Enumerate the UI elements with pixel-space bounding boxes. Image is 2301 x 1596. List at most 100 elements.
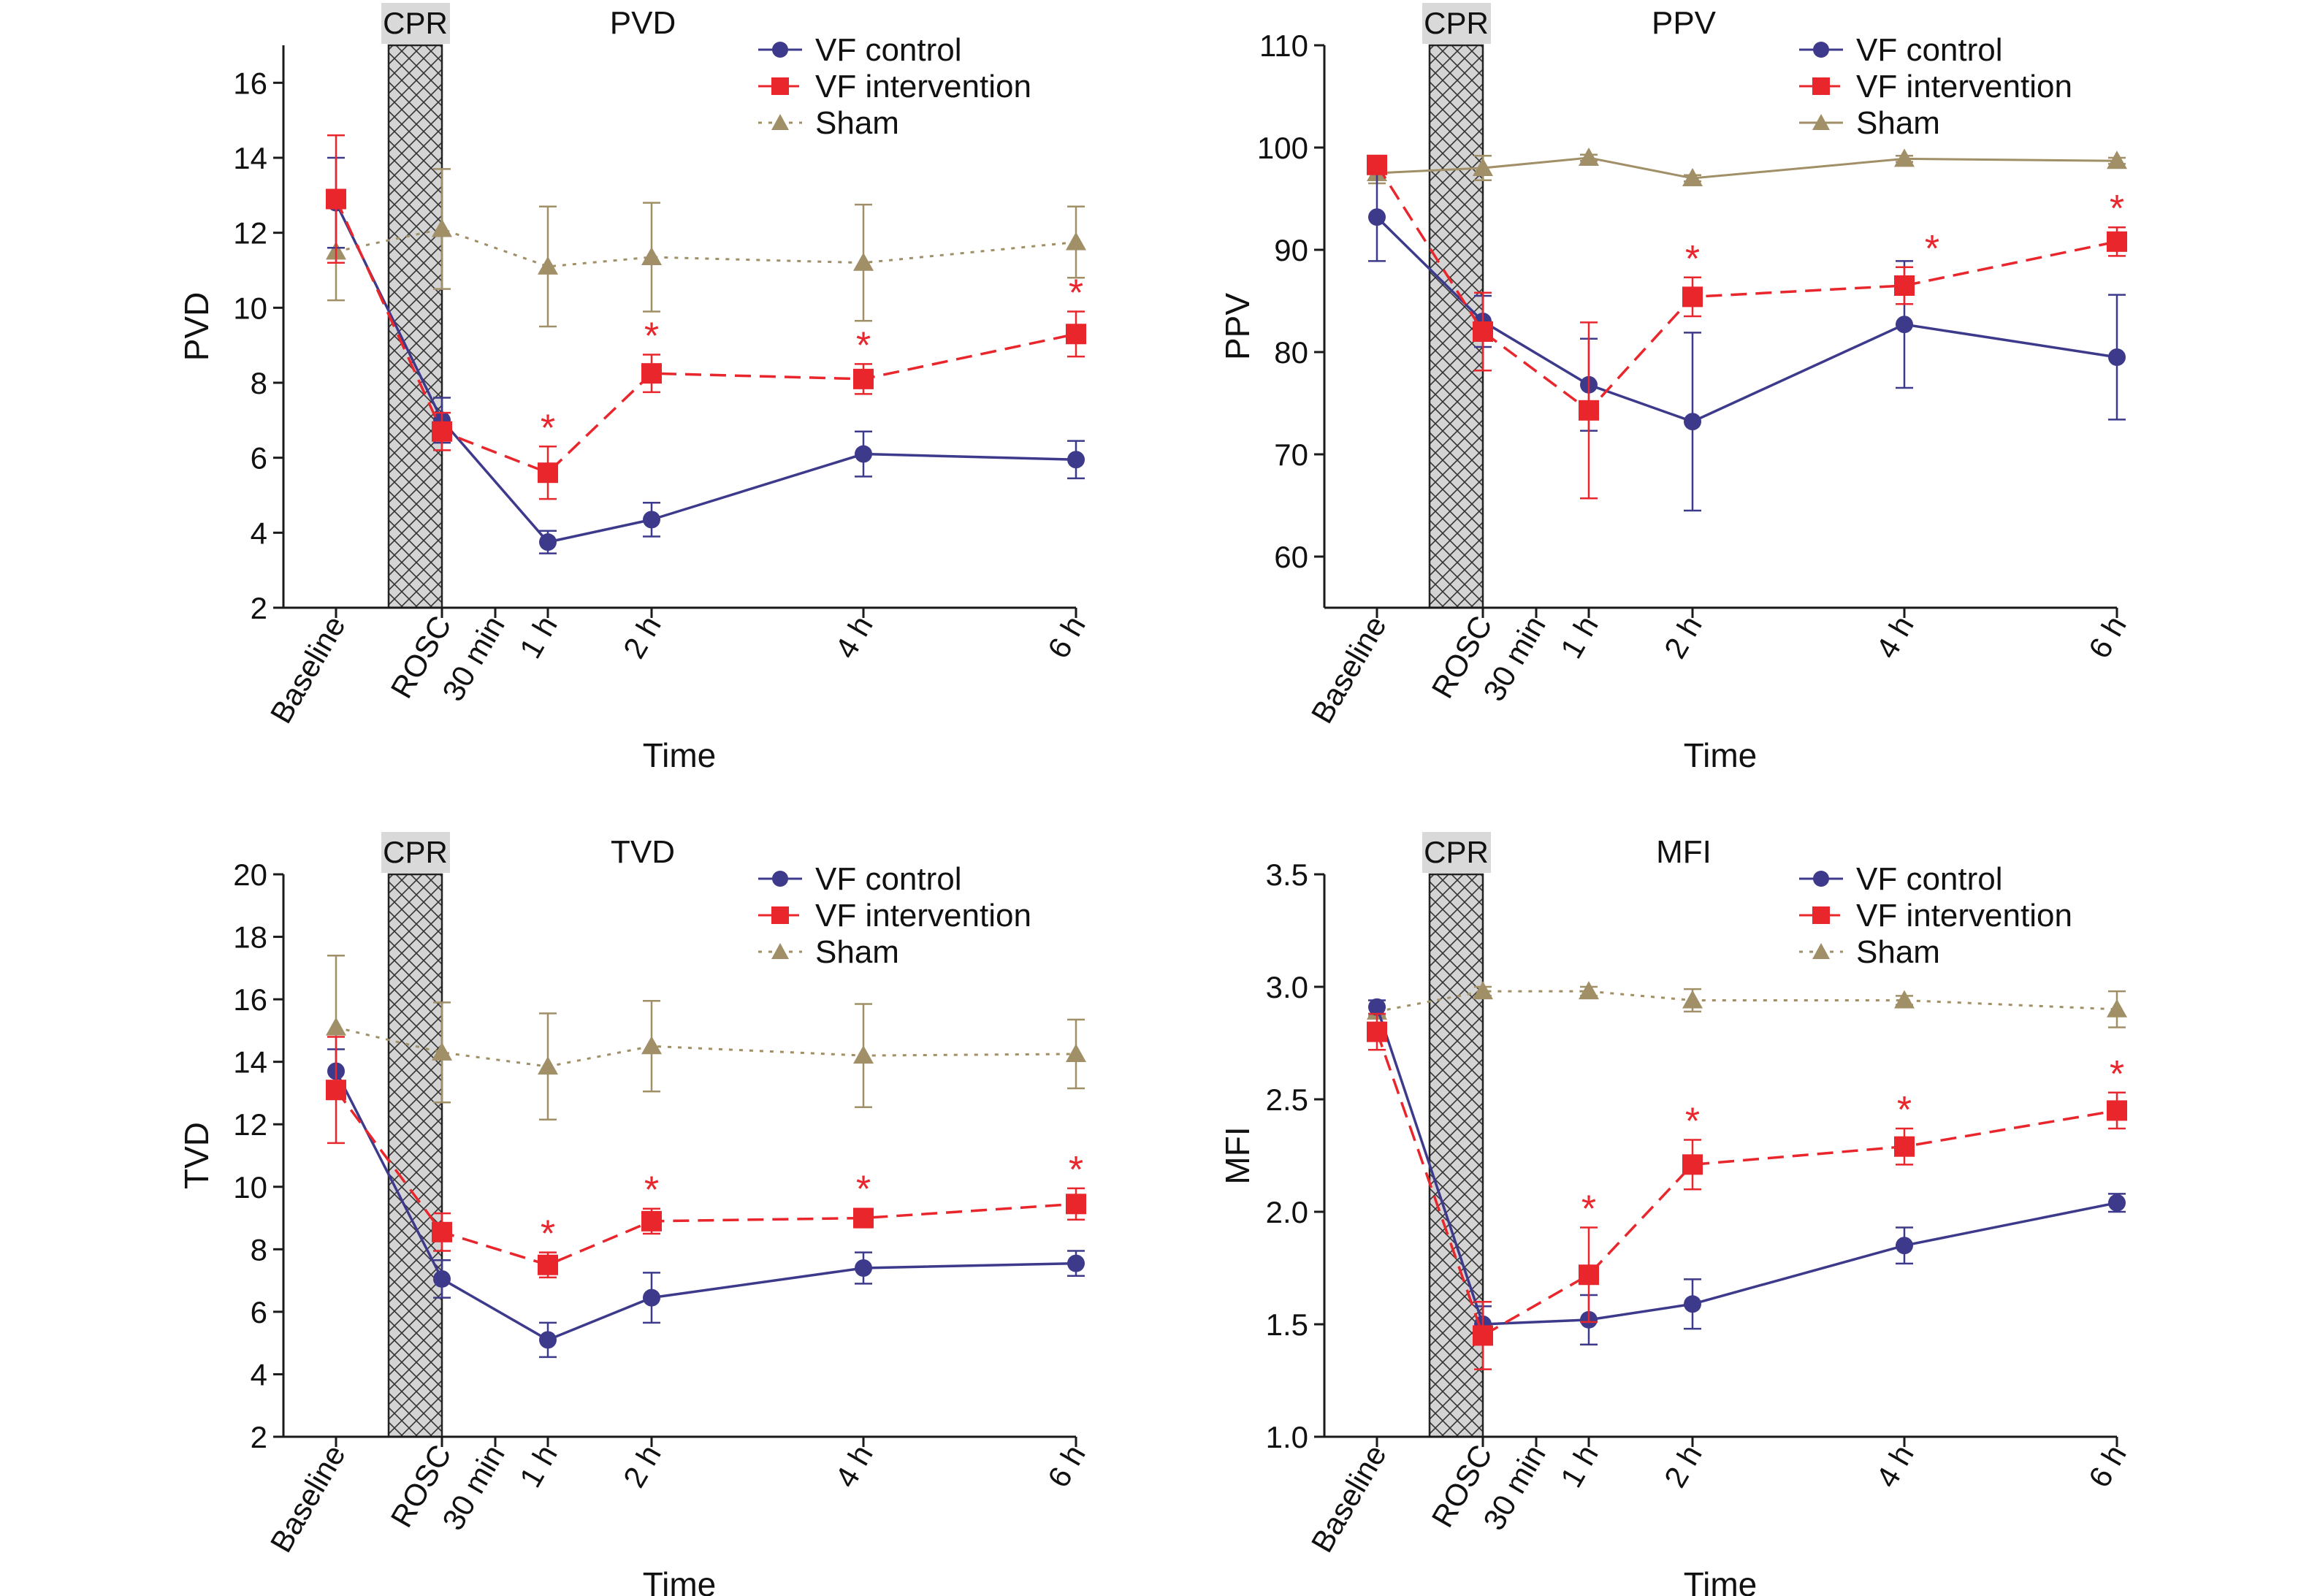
data-point xyxy=(326,188,346,210)
significance-marker: * xyxy=(2110,188,2124,230)
legend-label: Sham xyxy=(1856,105,1940,141)
significance-marker: * xyxy=(1685,1100,1700,1142)
series-line-vf-intervention xyxy=(335,1089,1077,1267)
data-point xyxy=(539,1331,557,1349)
cpr-band xyxy=(387,873,443,1438)
y-tick-label: 18 xyxy=(233,920,267,955)
chart-title: MFI xyxy=(1656,834,1712,870)
significance-marker: * xyxy=(644,1169,659,1212)
x-axis-label: Time xyxy=(643,1565,717,1596)
x-tick-label: 4 h xyxy=(828,610,879,664)
data-point xyxy=(1579,400,1599,421)
data-point xyxy=(641,247,662,266)
cpr-band xyxy=(1428,873,1484,1438)
series-line-vf-control xyxy=(335,1070,1077,1342)
x-axis-label: Time xyxy=(1684,1565,1758,1596)
series-line-vf-control xyxy=(335,202,1077,544)
series-line-vf-intervention xyxy=(1375,164,2118,413)
series-line-sham xyxy=(1376,990,2118,1013)
legend-label: VF control xyxy=(1856,861,2003,897)
data-point xyxy=(326,1080,346,1101)
data-point xyxy=(538,256,558,275)
data-point xyxy=(641,1210,662,1232)
significance-marker: * xyxy=(1069,272,1083,314)
y-tick-label: 80 xyxy=(1274,335,1308,370)
y-tick-label: 6 xyxy=(251,441,267,476)
legend-marker xyxy=(1813,42,1829,58)
data-point xyxy=(2108,348,2126,366)
data-point xyxy=(1367,154,1387,175)
legend-label: VF intervention xyxy=(815,69,1031,104)
y-tick-label: 10 xyxy=(233,1170,267,1204)
x-tick-label: 4 h xyxy=(828,1439,879,1493)
data-point xyxy=(1682,168,1703,186)
legend-marker xyxy=(772,871,788,887)
y-tick-label: 110 xyxy=(1259,28,1308,63)
y-tick-label: 90 xyxy=(1274,233,1308,267)
x-tick-label: 6 h xyxy=(2082,1439,2133,1493)
chart-title: PVD xyxy=(610,5,676,41)
data-point xyxy=(1066,232,1086,251)
legend-marker xyxy=(771,114,789,130)
y-tick-label: 2.0 xyxy=(1266,1195,1308,1229)
y-tick-label: 6 xyxy=(251,1295,267,1329)
cpr-label-box xyxy=(1422,3,1491,44)
legend-label: VF control xyxy=(815,32,962,68)
x-tick-label: 6 h xyxy=(2082,610,2133,664)
data-point xyxy=(432,421,452,442)
significance-marker: * xyxy=(1897,1089,1912,1131)
data-point xyxy=(433,1269,451,1288)
cpr-label: CPR xyxy=(383,835,448,869)
data-point xyxy=(1894,148,1915,167)
legend-marker xyxy=(1812,77,1830,95)
cpr-label-box xyxy=(381,3,450,44)
legend-marker xyxy=(771,943,789,959)
data-point xyxy=(432,1042,452,1061)
legend-label: VF intervention xyxy=(1856,69,2072,104)
cpr-label: CPR xyxy=(383,6,448,40)
y-tick-label: 4 xyxy=(251,1357,267,1391)
chart-title: PPV xyxy=(1652,5,1717,41)
cpr-label-box xyxy=(1422,832,1491,873)
data-point xyxy=(1067,451,1085,469)
x-tick-label: Baseline xyxy=(1305,610,1393,729)
data-point xyxy=(853,1045,874,1064)
data-point xyxy=(643,1288,660,1307)
significance-marker: * xyxy=(1581,1188,1596,1231)
data-point xyxy=(1367,1021,1387,1042)
data-point xyxy=(2107,1100,2127,1121)
data-point xyxy=(1473,158,1493,176)
legend-label: VF control xyxy=(1856,32,2003,68)
y-tick-label: 4 xyxy=(251,516,267,550)
significance-marker: * xyxy=(541,1213,555,1256)
x-tick-label: 1 h xyxy=(1554,1439,1605,1493)
x-tick-label: 4 h xyxy=(1869,610,1920,664)
legend-marker xyxy=(771,77,789,95)
data-point xyxy=(1066,1194,1086,1215)
y-tick-label: 1.5 xyxy=(1266,1307,1308,1342)
y-tick-label: 14 xyxy=(233,141,267,175)
cpr-label: CPR xyxy=(1424,835,1489,869)
data-point xyxy=(1684,1295,1701,1313)
data-point xyxy=(1473,981,1493,1000)
data-point xyxy=(539,533,557,551)
data-point xyxy=(1896,316,1913,334)
data-point xyxy=(1682,286,1703,308)
data-point xyxy=(2108,1194,2126,1212)
data-point xyxy=(538,1254,558,1275)
significance-marker: * xyxy=(1069,1149,1083,1191)
data-point xyxy=(1066,324,1086,345)
x-tick-label: 1 h xyxy=(513,610,564,664)
y-tick-label: 2 xyxy=(251,1420,267,1454)
y-tick-label: 60 xyxy=(1274,540,1308,574)
data-point xyxy=(326,1017,346,1036)
y-tick-label: 12 xyxy=(233,216,267,251)
significance-marker: * xyxy=(856,324,871,367)
legend-label: VF intervention xyxy=(815,898,1031,933)
y-tick-label: 14 xyxy=(233,1045,267,1080)
x-tick-label: 2 h xyxy=(617,1439,668,1493)
